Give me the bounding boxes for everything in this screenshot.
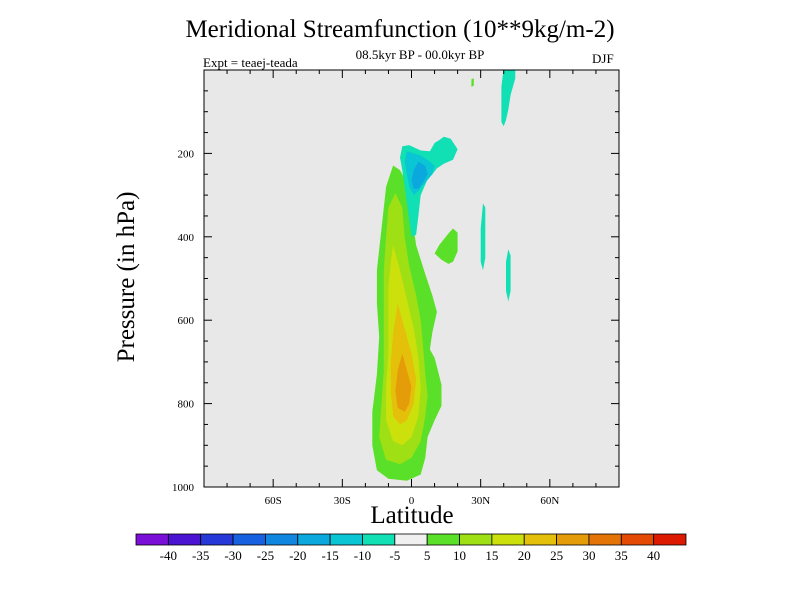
colorbar-label: -10 (354, 548, 371, 563)
colorbar-label: 15 (485, 548, 498, 563)
contour-region (501, 70, 516, 127)
colorbar-label: -15 (321, 548, 338, 563)
colorbar-label: -40 (160, 548, 177, 563)
colorbar-swatch (200, 533, 234, 546)
colorbar-swatch (491, 533, 525, 546)
experiment-label: Expt = teaej-teada (203, 55, 298, 70)
colorbar-swatch (297, 533, 331, 546)
colorbar-label: 20 (518, 548, 531, 563)
contour-region (434, 228, 458, 264)
colorbar-swatch (459, 533, 493, 546)
colorbar-label: -5 (389, 548, 400, 563)
colorbar-swatch (653, 533, 687, 546)
contour-region (471, 78, 474, 87)
y-tick-label: 400 (178, 232, 195, 244)
colorbar-swatch (135, 533, 169, 546)
colorbar-swatch (265, 533, 299, 546)
colorbar-swatch (523, 533, 557, 546)
x-axis-label: Latitude (370, 502, 454, 529)
colorbar-swatch (620, 533, 655, 546)
colorbar-swatch (394, 533, 428, 546)
season-label: DJF (592, 51, 614, 66)
colorbar-label: 5 (424, 548, 431, 563)
colorbar-label: 10 (453, 548, 466, 563)
y-tick-label: 800 (178, 399, 195, 411)
colorbar-swatch (588, 533, 622, 546)
chart-subtitle: 08.5kyr BP - 00.0kyr BP (355, 47, 485, 62)
colorbar-swatch (329, 533, 363, 546)
colorbar-label: 40 (647, 548, 660, 563)
colorbar-label: -35 (192, 548, 209, 563)
contour-region (395, 353, 412, 412)
x-tick-label: 60N (540, 495, 559, 507)
colorbar-swatch (167, 533, 202, 546)
colorbar-label: 25 (550, 548, 563, 563)
x-tick-label: 60S (265, 495, 282, 507)
chart-title: Meridional Streamfunction (10**9kg/m-2) (185, 16, 615, 43)
colorbar-swatch (426, 533, 460, 546)
colorbar-label: 30 (582, 548, 595, 563)
y-tick-label: 1000 (172, 482, 195, 494)
y-tick-label: 200 (178, 148, 195, 160)
x-tick-label: 0 (409, 495, 415, 507)
colorbar-label: -30 (224, 548, 241, 563)
colorbar-label: -25 (257, 548, 274, 563)
contour-region (411, 161, 428, 189)
contour-region (506, 249, 511, 302)
colorbar-swatch (232, 533, 266, 546)
colorbar-swatch (362, 533, 396, 546)
contour-region (480, 203, 486, 271)
colorbar-label: -20 (289, 548, 306, 563)
colorbar-label: 35 (615, 548, 628, 563)
x-tick-label: 30N (471, 495, 490, 507)
x-tick-label: 30S (334, 495, 351, 507)
colorbar-swatch (556, 533, 590, 546)
y-tick-label: 600 (178, 315, 195, 327)
